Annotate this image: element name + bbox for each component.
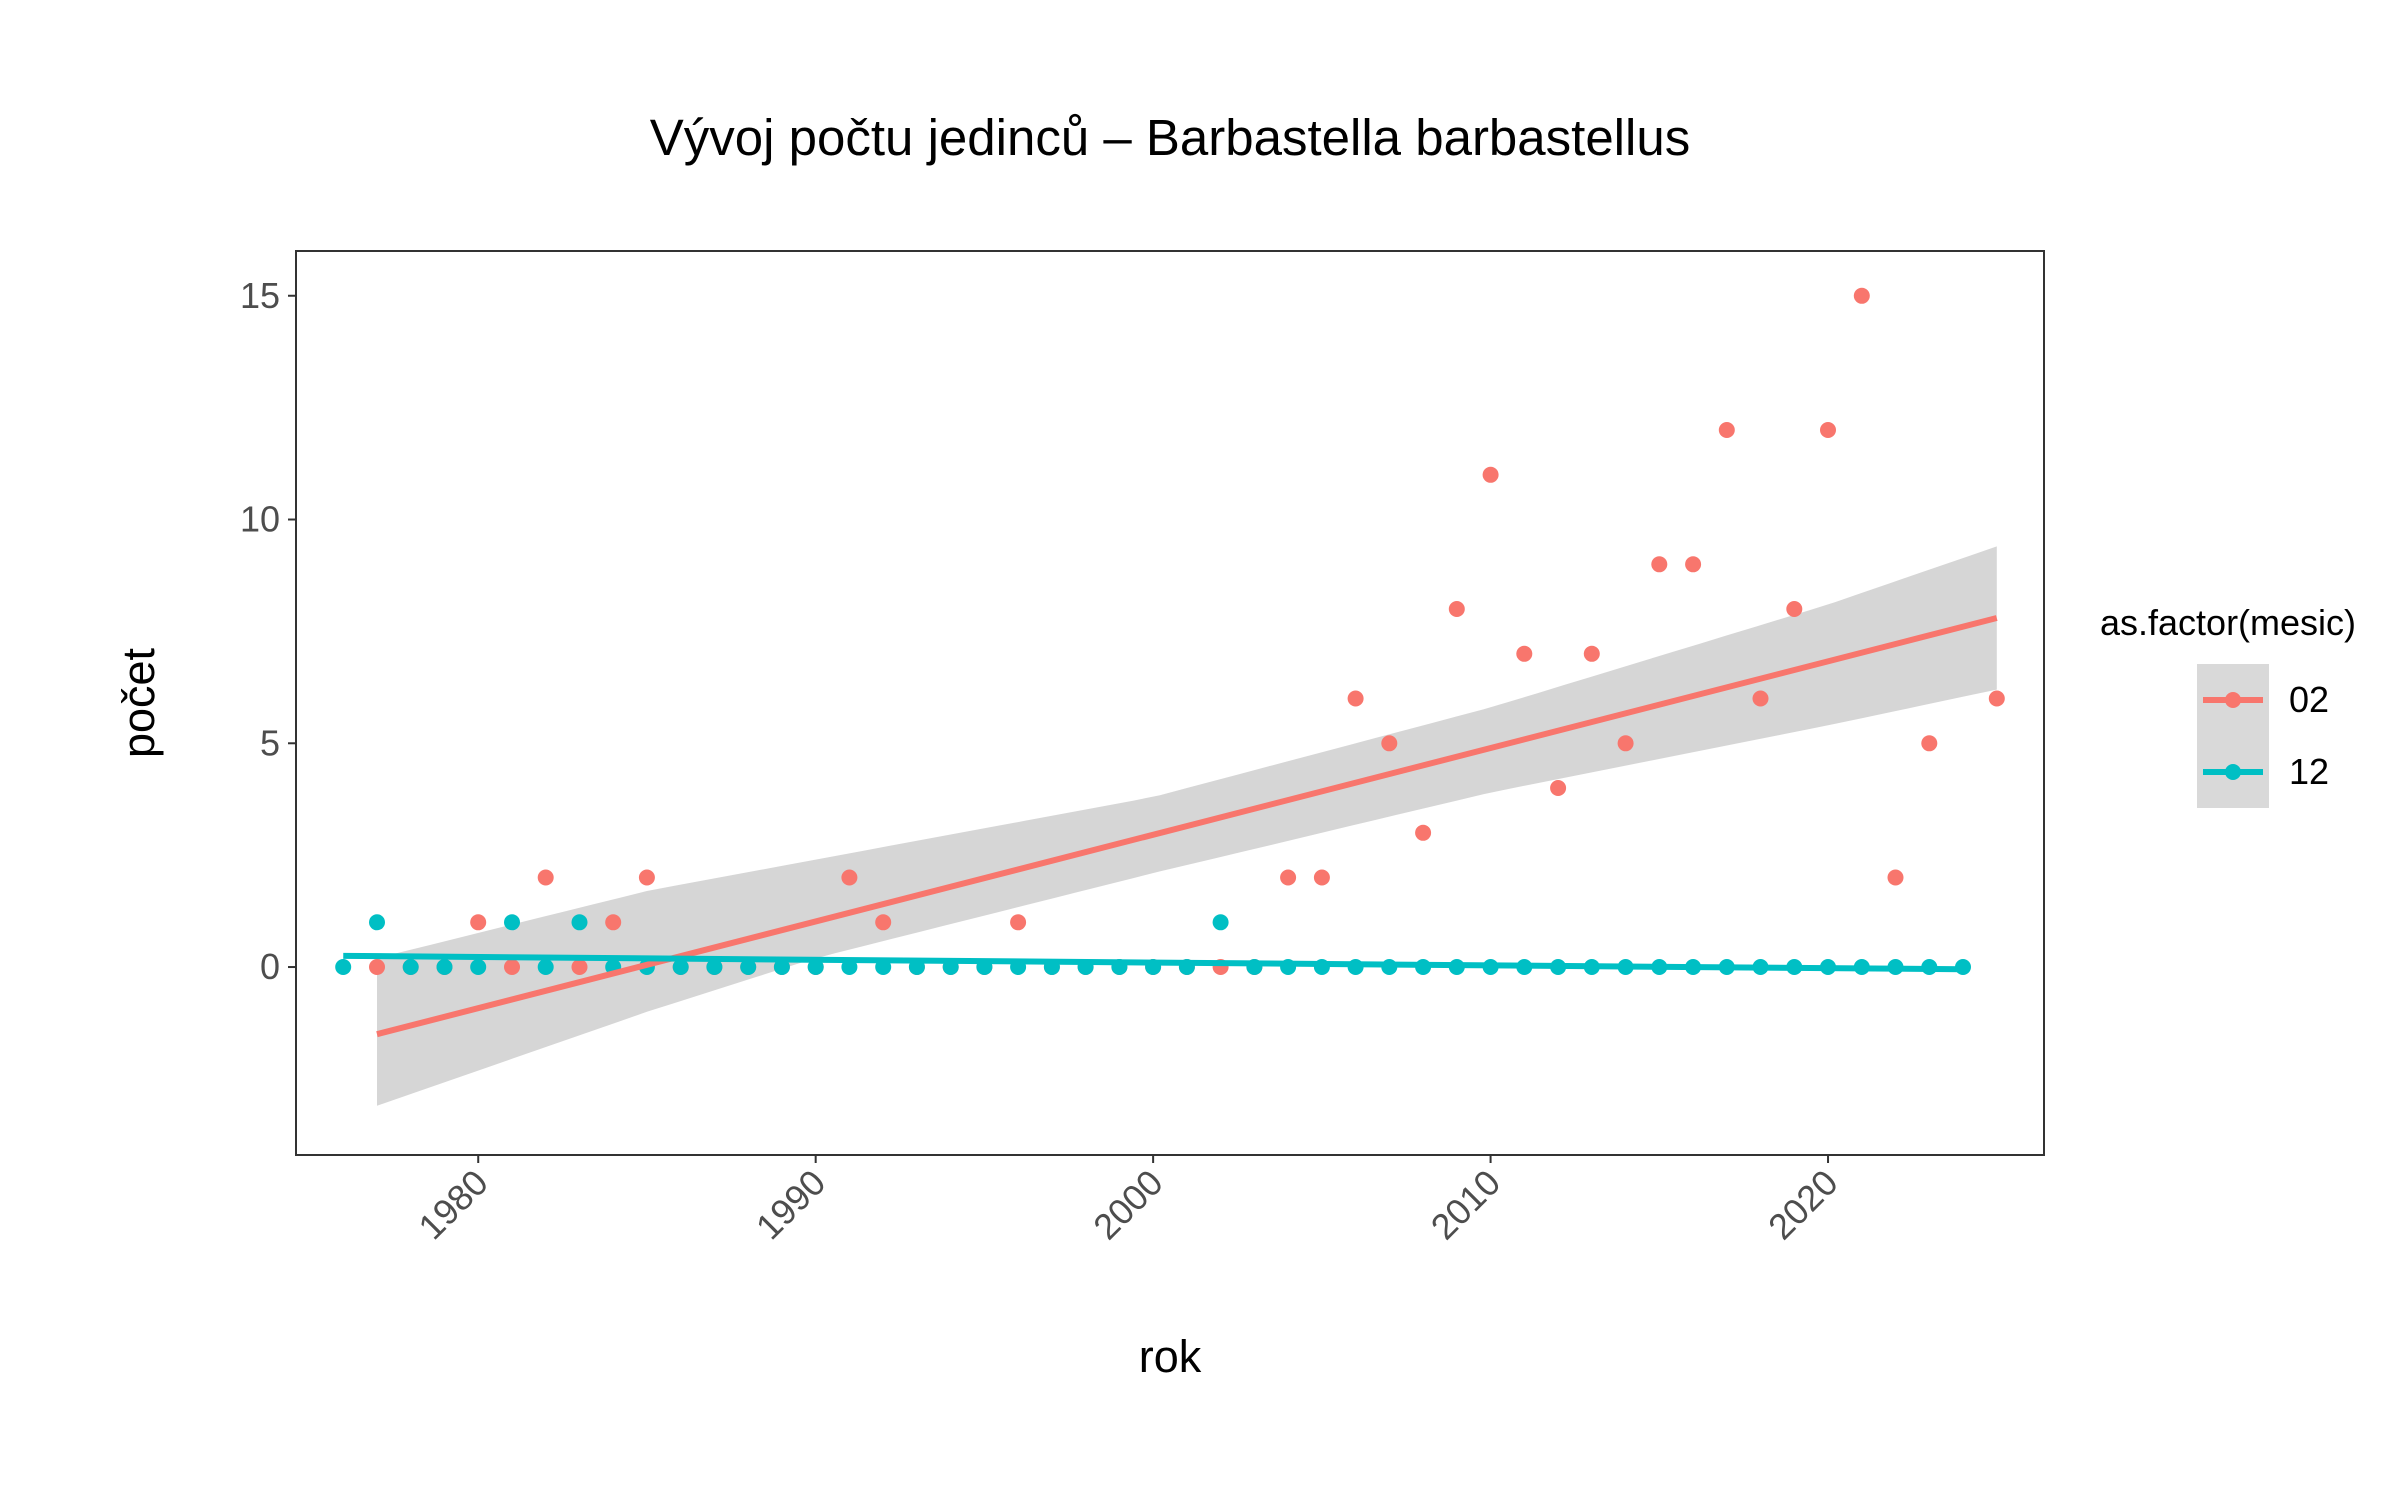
y-axis: 0 5 10 15 <box>240 275 296 987</box>
data-point-02-2008 <box>1415 824 1432 841</box>
data-point-02-2005 <box>1313 869 1330 886</box>
y-tick-label-15: 15 <box>240 275 280 316</box>
data-point-02-2017 <box>1718 422 1735 438</box>
data-point-02-2009 <box>1448 601 1465 617</box>
legend-item-12: 12 <box>2197 736 2329 808</box>
legend-key-point <box>2225 692 2241 708</box>
legend-item-02: 02 <box>2197 664 2329 736</box>
data-point-12-1989 <box>773 959 790 975</box>
trend-line-12 <box>343 952 1964 973</box>
data-point-02-2011 <box>1516 645 1533 662</box>
data-point-12-1980 <box>470 959 487 975</box>
data-point-02-2020 <box>1820 422 1836 438</box>
data-point-12-1986 <box>672 959 689 975</box>
legend-keys: 02 12 <box>2197 664 2329 808</box>
data-point-02-2021 <box>1853 287 1870 304</box>
data-point-02-2015 <box>1651 556 1668 573</box>
y-tick-label-5: 5 <box>260 722 280 763</box>
data-point-02-1985 <box>638 869 655 886</box>
data-point-02-2006 <box>1347 690 1364 707</box>
data-point-02-1992 <box>875 914 892 931</box>
data-point-12-2002 <box>1212 914 1229 931</box>
legend-title: as.factor(mesic) <box>2100 602 2356 643</box>
data-point-02-2016 <box>1685 556 1702 573</box>
data-point-02-2023 <box>1921 735 1938 752</box>
data-point-12-1987 <box>706 959 723 975</box>
y-tick-label-10: 10 <box>240 499 280 540</box>
data-point-02-2004 <box>1280 869 1297 886</box>
x-axis-title: rok <box>1139 1331 1202 1382</box>
data-point-02-1991 <box>841 869 858 886</box>
legend: as.factor(mesic) 02 12 <box>2100 602 2356 808</box>
legend-label-02: 02 <box>2289 679 2329 720</box>
trend-line-layer <box>343 615 1998 1038</box>
data-point-02-1980 <box>470 914 487 931</box>
data-point-02-1981 <box>504 959 520 975</box>
data-point-02-2013 <box>1583 645 1600 662</box>
data-point-02-2014 <box>1617 735 1634 752</box>
plot-panel <box>296 251 2044 1155</box>
data-point-02-2019 <box>1786 601 1803 617</box>
data-point-12-1978 <box>402 959 419 975</box>
data-point-12-1979 <box>436 959 453 975</box>
data-point-12-1977 <box>369 914 385 931</box>
data-point-02-1982 <box>537 869 554 886</box>
y-tick-label-0: 0 <box>260 946 280 987</box>
chart-title: Vývoj počtu jedinců – Barbastella barbas… <box>650 109 1690 166</box>
data-point-02-1983 <box>571 959 588 975</box>
data-point-02-1984 <box>605 914 622 931</box>
data-point-12-1976 <box>335 959 352 975</box>
data-point-12-1983 <box>571 914 588 931</box>
plot-area <box>295 250 2045 1156</box>
trend-line-02 <box>376 615 1998 1038</box>
data-point-12-1982 <box>537 959 554 975</box>
legend-key-point <box>2225 764 2241 780</box>
data-point-02-1977 <box>369 959 385 975</box>
data-point-02-2007 <box>1381 735 1398 752</box>
data-point-02-2022 <box>1887 869 1904 886</box>
data-point-12-1990 <box>807 959 824 975</box>
data-point-02-2018 <box>1752 690 1769 707</box>
y-axis-title: počet <box>113 647 164 758</box>
legend-label-12: 12 <box>2289 751 2329 792</box>
data-point-02-2025 <box>1988 690 2005 707</box>
data-point-02-2010 <box>1482 466 1499 483</box>
plot-border <box>295 250 2045 1156</box>
data-point-12-1988 <box>740 959 757 975</box>
data-point-02-2012 <box>1550 780 1567 796</box>
data-point-12-1981 <box>504 914 520 931</box>
data-point-02-1996 <box>1010 914 1027 931</box>
